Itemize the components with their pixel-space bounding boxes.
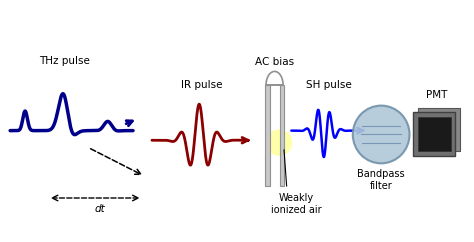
FancyBboxPatch shape [413,112,456,156]
Text: Bandpass
filter: Bandpass filter [357,169,405,191]
FancyBboxPatch shape [418,107,460,151]
Text: IR pulse: IR pulse [181,80,222,90]
Ellipse shape [266,129,292,156]
Circle shape [353,106,410,163]
Text: AC bias: AC bias [255,57,294,67]
Text: SH pulse: SH pulse [306,80,352,90]
FancyBboxPatch shape [418,117,451,151]
Text: THz pulse: THz pulse [39,56,90,66]
Text: Weakly
ionized air: Weakly ionized air [271,193,321,215]
Bar [280,85,284,186]
Bar [265,85,270,186]
Text: PMT: PMT [426,90,447,100]
Text: dt: dt [95,204,105,214]
